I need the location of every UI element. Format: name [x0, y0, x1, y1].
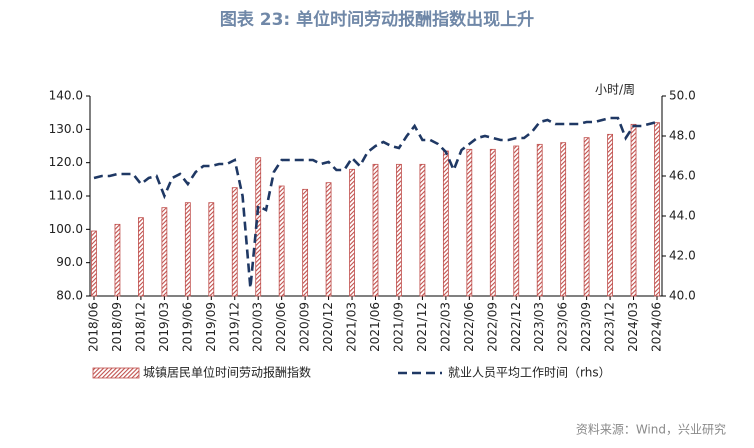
bar	[372, 163, 379, 297]
bar	[325, 182, 332, 297]
bar	[560, 142, 567, 297]
y2-tick-label: 50.0	[669, 89, 696, 103]
y-tick-label: 90.0	[56, 255, 83, 269]
bar	[278, 185, 285, 297]
x-tick-label: 2020/03	[251, 302, 265, 352]
x-tick-label: 2020/12	[321, 302, 335, 352]
bar	[349, 168, 355, 297]
x-tick-label: 2024/03	[626, 302, 640, 352]
y-tick-label: 80.0	[56, 289, 83, 303]
x-tick-label: 2022/06	[462, 302, 476, 352]
bar	[583, 137, 590, 297]
y-tick-label: 130.0	[49, 122, 83, 136]
y-tick-label: 120.0	[49, 155, 83, 169]
bar	[466, 148, 473, 297]
x-tick-label: 2022/03	[438, 302, 452, 352]
x-tick-label: 2019/03	[157, 302, 171, 352]
bar	[161, 207, 168, 297]
x-tick-label: 2022/12	[509, 302, 523, 352]
bar	[513, 145, 520, 297]
bar	[114, 223, 121, 297]
x-tick-label: 2023/09	[579, 302, 593, 352]
bar	[91, 230, 97, 297]
y-tick-label: 110.0	[49, 189, 83, 203]
x-tick-label: 2018/06	[87, 302, 101, 352]
bar	[536, 143, 543, 297]
bar	[607, 133, 613, 297]
y2-tick-label: 48.0	[669, 129, 696, 143]
bar	[654, 122, 660, 297]
bar	[489, 148, 496, 297]
x-tick-label: 2023/03	[532, 302, 546, 352]
bar	[630, 123, 637, 297]
bar	[208, 202, 215, 297]
y2-axis-label: 小时/周	[595, 83, 635, 97]
chart-title: 图表 23: 单位时间劳动报酬指数出现上升	[220, 9, 534, 30]
bar	[138, 217, 144, 297]
x-tick-label: 2019/09	[204, 302, 218, 352]
x-tick-label: 2018/12	[133, 302, 147, 352]
x-tick-label: 2021/03	[345, 302, 359, 352]
bar	[396, 163, 402, 297]
bar	[231, 187, 238, 297]
source: 资料来源：Wind，兴业研究	[576, 422, 726, 437]
legend-label: 城镇居民单位时间劳动报酬指数	[143, 365, 311, 380]
y-tick-label: 100.0	[49, 222, 83, 236]
x-tick-label: 2021/06	[368, 302, 382, 352]
bar	[442, 150, 449, 297]
x-tick-label: 2018/09	[110, 302, 124, 352]
x-tick-label: 2020/06	[274, 302, 288, 352]
y2-tick-label: 40.0	[669, 289, 696, 303]
x-tick-label: 2023/06	[556, 302, 570, 352]
x-tick-label: 2021/09	[391, 302, 405, 352]
x-tick-label: 2020/09	[298, 302, 312, 352]
legend-label: 就业人员平均工作时间（rhs）	[448, 366, 611, 380]
bar	[184, 202, 191, 297]
x-tick-label: 2024/06	[650, 302, 664, 352]
x-tick-label: 2019/06	[180, 302, 194, 352]
y2-tick-label: 46.0	[669, 169, 696, 183]
line	[93, 116, 658, 289]
legend-swatch	[92, 367, 140, 379]
y2-tick-label: 44.0	[669, 209, 696, 223]
bar	[419, 163, 426, 297]
x-tick-label: 2021/12	[415, 302, 429, 352]
y-tick-label: 140.0	[49, 89, 83, 103]
x-tick-label: 2019/12	[227, 302, 241, 352]
x-tick-label: 2023/12	[603, 302, 617, 352]
bar	[302, 188, 309, 297]
y2-tick-label: 42.0	[669, 249, 696, 263]
x-tick-label: 2022/09	[485, 302, 499, 352]
